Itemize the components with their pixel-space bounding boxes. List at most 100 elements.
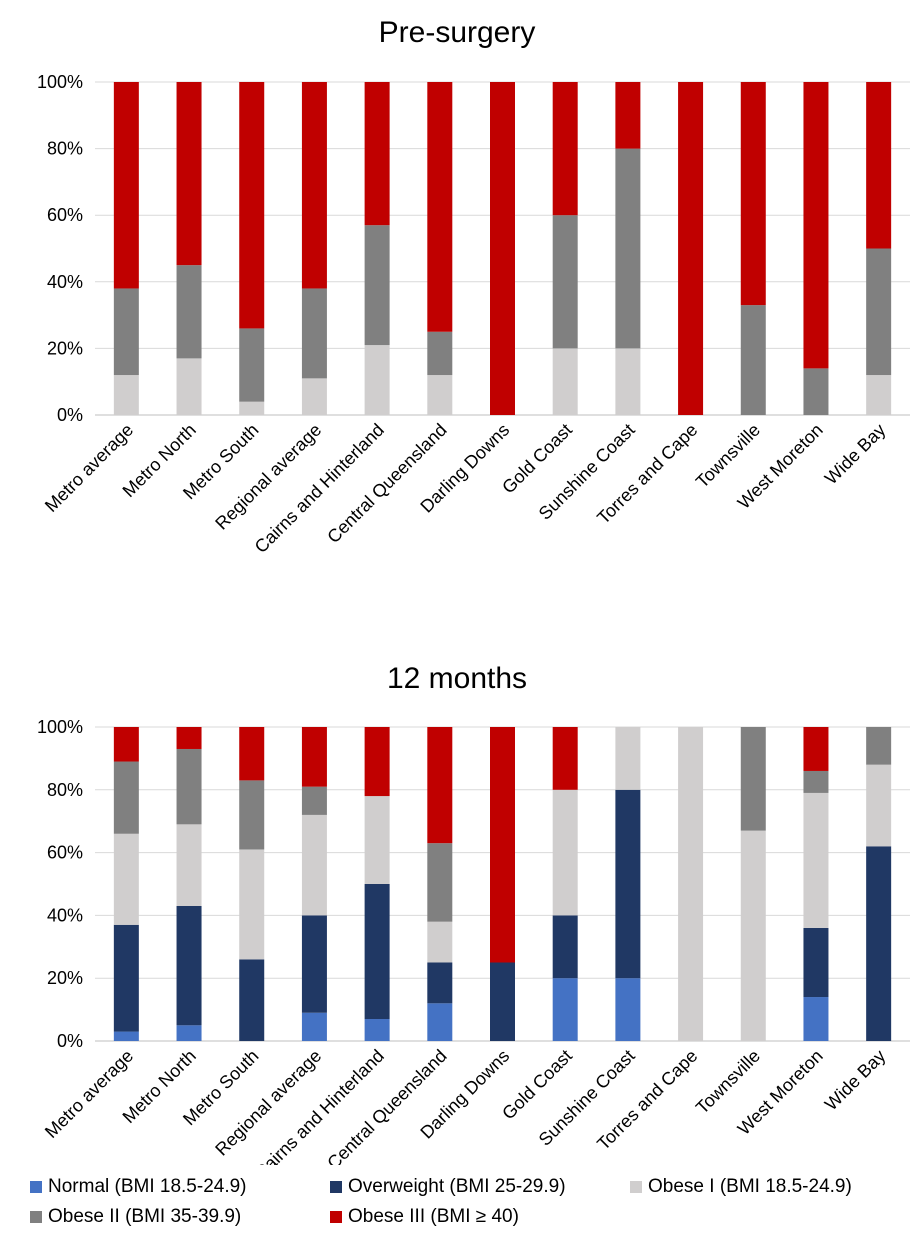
bar-segment-obese1 [239, 401, 265, 415]
legend-swatch-obese1 [630, 1181, 642, 1193]
bar-segment-obese2 [552, 215, 578, 349]
bar-segment-normal [427, 1003, 453, 1041]
bar-segment-obese2 [866, 248, 892, 376]
bar-segment-obese2 [803, 368, 829, 415]
bar-segment-obese1 [113, 833, 139, 925]
legend-label-normal: Normal (BMI 18.5-24.9) [48, 1176, 247, 1197]
bar-segment-overweight [364, 884, 390, 1020]
bar-segment-obese3 [427, 82, 453, 332]
x-category-label: Wide Bay [821, 420, 890, 489]
bar-segment-obese3 [803, 727, 829, 771]
bar-segment-overweight [176, 905, 202, 1026]
legend-swatch-obese2 [30, 1211, 42, 1223]
legend-row-2: Obese II (BMI 35-39.9) Obese III (BMI ≥ … [30, 1202, 910, 1232]
bar-segment-obese2 [740, 727, 766, 831]
bar-segment-obese2 [301, 288, 327, 379]
bar-segment-obese2 [803, 770, 829, 793]
bar-segment-obese1 [552, 789, 578, 916]
legend-item-obese1: Obese I (BMI 18.5-24.9) [630, 1176, 852, 1198]
x-category-label: Regional average [211, 1046, 325, 1160]
legend-label-obese1: Obese I (BMI 18.5-24.9) [648, 1176, 852, 1197]
bar-segment-obese3 [176, 82, 202, 266]
bar-segment-overweight [113, 924, 139, 1032]
bar-segment-obese3 [552, 82, 578, 216]
bar-segment-obese2 [239, 780, 265, 850]
y-tick-label: 60% [47, 205, 83, 225]
y-tick-label: 60% [47, 843, 83, 863]
x-category-label: Wide Bay [821, 1046, 890, 1115]
legend-label-overweight: Overweight (BMI 25-29.9) [348, 1176, 566, 1197]
bar-segment-obese1 [740, 830, 766, 1041]
bar-segment-obese2 [740, 305, 766, 415]
bar-segment-obese3 [113, 727, 139, 762]
y-tick-label: 0% [57, 1031, 83, 1051]
bar-segment-obese3 [364, 82, 390, 226]
bar-segment-obese3 [239, 82, 265, 329]
bar-segment-obese1 [301, 814, 327, 916]
bar-segment-obese3 [740, 82, 766, 306]
legend: Normal (BMI 18.5-24.9) Overweight (BMI 2… [30, 1172, 910, 1232]
bar-segment-obese1 [239, 849, 265, 960]
bar-segment-obese1 [176, 358, 202, 415]
bar-segment-normal [176, 1025, 202, 1041]
bar-segment-obese1 [866, 764, 892, 847]
bar-segment-obese3 [678, 82, 704, 415]
chart-title: Pre-surgery [379, 16, 536, 49]
bar-segment-obese2 [113, 288, 139, 376]
legend-item-obese2: Obese II (BMI 35-39.9) [30, 1206, 330, 1228]
bar-segment-obese3 [490, 727, 515, 963]
bar-segment-obese2 [176, 265, 202, 359]
bar-segment-obese2 [239, 328, 265, 402]
bar-segment-obese1 [176, 824, 202, 906]
bar-segment-obese3 [113, 82, 139, 289]
bar-segment-obese2 [427, 843, 453, 922]
bar-segment-obese3 [552, 727, 578, 790]
bar-segment-normal [552, 978, 578, 1041]
legend-row-1: Normal (BMI 18.5-24.9) Overweight (BMI 2… [30, 1172, 910, 1202]
bar-segment-obese1 [552, 348, 578, 415]
bar-segment-obese2 [866, 727, 892, 765]
legend-item-obese3: Obese III (BMI ≥ 40) [330, 1206, 519, 1228]
chart-pre-surgery: Pre-surgery 0% 20% 40% 60% 80% 100% Metro avera… [37, 16, 910, 557]
bar-segment-obese3 [176, 727, 202, 749]
y-tick-label: 100% [37, 717, 83, 737]
x-category-label: Regional average [211, 420, 325, 534]
bar-segment-overweight [490, 962, 515, 1041]
bar-segment-overweight [301, 915, 327, 1013]
bar-segment-overweight [803, 927, 829, 998]
bar-segment-obese2 [364, 225, 390, 346]
bar-segment-obese3 [490, 82, 515, 415]
legend-swatch-normal [30, 1181, 42, 1193]
bar-segment-obese1 [866, 375, 892, 415]
bar-segment-normal [364, 1019, 390, 1041]
bar-segment-obese1 [678, 727, 704, 1041]
bar-segment-overweight [427, 962, 453, 1004]
x-category-label: Metro average [41, 420, 137, 516]
x-category-label: Metro average [41, 1046, 137, 1142]
legend-swatch-overweight [330, 1181, 342, 1193]
bar-segment-overweight [866, 846, 892, 1041]
legend-item-overweight: Overweight (BMI 25-29.9) [330, 1176, 630, 1198]
legend-swatch-obese3 [330, 1211, 342, 1223]
bar-segment-obese1 [364, 796, 390, 884]
bar-segment-obese3 [239, 727, 265, 781]
bar-segment-normal [113, 1031, 139, 1041]
bar-segment-obese1 [301, 378, 327, 415]
bar-segment-obese3 [364, 727, 390, 797]
y-tick-label: 20% [47, 338, 83, 358]
bar-segment-overweight [615, 789, 641, 979]
y-tick-label: 40% [47, 272, 83, 292]
bar-segment-obese3 [301, 727, 327, 787]
bar-segment-obese3 [301, 82, 327, 289]
bar-segment-overweight [239, 959, 265, 1041]
bar-segment-obese1 [615, 348, 641, 415]
bar-segment-obese1 [113, 375, 139, 415]
legend-label-obese2: Obese II (BMI 35-39.9) [48, 1206, 242, 1227]
bar-segment-obese1 [615, 727, 641, 790]
bar-segment-obese3 [803, 82, 829, 369]
bar-segment-obese1 [364, 345, 390, 415]
bar-segment-normal [301, 1012, 327, 1041]
chart-title: 12 months [387, 662, 527, 695]
bar-segment-obese2 [176, 748, 202, 825]
bar-segment-normal [803, 997, 829, 1041]
